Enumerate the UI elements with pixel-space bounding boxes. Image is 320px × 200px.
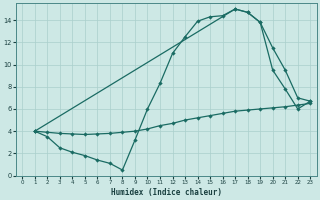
X-axis label: Humidex (Indice chaleur): Humidex (Indice chaleur) (111, 188, 222, 197)
